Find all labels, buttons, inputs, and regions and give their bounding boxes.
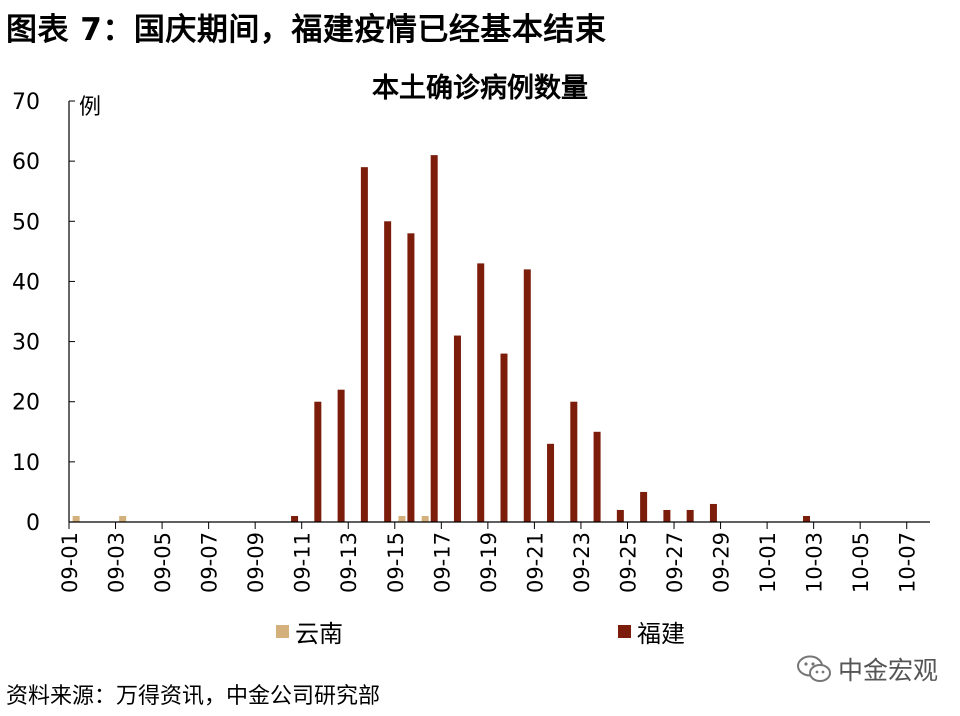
- legend-item-yunnan: 云南: [276, 616, 343, 648]
- bar-fujian-09-11: [314, 401, 322, 522]
- bar-fujian-09-21: [547, 443, 555, 522]
- bar-fujian-09-19: [500, 353, 508, 522]
- bar-fujian-09-27: [686, 509, 694, 522]
- x-tick-label: 10-01: [756, 532, 780, 593]
- bar-fujian-09-25: [640, 491, 648, 522]
- y-axis-unit-label: 例: [79, 95, 101, 120]
- bar-yunnan-09-15: [398, 515, 406, 522]
- bar-fujian-09-12: [337, 389, 345, 522]
- y-tick-label: 60: [12, 150, 40, 175]
- x-tick-label: 09-21: [523, 532, 547, 593]
- bar-yunnan-09-01: [72, 515, 80, 522]
- x-tick-label: 09-15: [384, 532, 408, 593]
- x-tick-label: 09-27: [663, 532, 687, 593]
- bar-fujian-09-16: [430, 155, 438, 522]
- legend-item-fujian: 福建: [618, 616, 685, 648]
- x-tick-label: 09-19: [477, 532, 501, 593]
- x-tick-label: 10-05: [849, 532, 873, 593]
- bar-fujian-09-20: [523, 269, 531, 522]
- bar-fujian-09-15: [407, 233, 415, 523]
- bar-fujian-09-26: [663, 509, 671, 522]
- bars-group: [72, 155, 811, 523]
- bar-fujian-09-10: [291, 515, 299, 522]
- bar-fujian-09-22: [570, 401, 578, 522]
- x-tick-label: 09-03: [105, 532, 129, 593]
- source-note: 资料来源：万得资讯，中金公司研究部: [6, 684, 381, 709]
- bar-fujian-09-14: [384, 221, 392, 523]
- x-tick-label: 09-09: [244, 532, 268, 593]
- watermark: 中金宏观: [796, 652, 938, 686]
- x-tick-label: 09-25: [616, 532, 640, 593]
- page-title: 图表 7：国庆期间，福建疫情已经基本结束: [6, 12, 607, 48]
- watermark-text: 中金宏观: [838, 656, 939, 685]
- bar-fujian-09-23: [593, 431, 601, 522]
- y-tick-label: 50: [12, 210, 40, 235]
- x-tick-label: 09-07: [198, 532, 222, 593]
- bar-yunnan-09-03: [119, 515, 127, 522]
- x-tick-label: 09-05: [151, 532, 175, 593]
- chart-title: 本土确诊病例数量: [372, 73, 588, 104]
- legend-swatch-fujian: [618, 624, 631, 638]
- x-tick-label: 09-29: [710, 532, 734, 593]
- y-tick-label: 0: [26, 511, 40, 536]
- x-tick-label: 09-23: [570, 532, 594, 593]
- x-tick-label: 09-11: [291, 532, 315, 593]
- x-tick-label: 10-03: [803, 532, 827, 593]
- y-tick-label: 10: [12, 451, 40, 476]
- bar-fujian-09-13: [360, 167, 368, 522]
- y-tick-label: 30: [12, 331, 40, 356]
- legend-swatch-yunnan: [276, 624, 289, 638]
- bar-fujian-09-24: [616, 509, 624, 522]
- labels-group: 0 10 20 30 40 50 60 70 例 09-01 09-03 09-05 09-07 09-0…: [12, 90, 920, 593]
- x-tick-label: 09-13: [337, 532, 361, 593]
- y-tick-label: 40: [12, 270, 40, 295]
- wechat-icon: [797, 655, 831, 682]
- x-tick-label: 10-07: [896, 532, 920, 593]
- axes-group: [68, 100, 930, 529]
- bar-yunnan-09-16: [421, 515, 429, 522]
- legend-label-fujian: 福建: [637, 619, 685, 648]
- legend-label-yunnan: 云南: [295, 619, 343, 648]
- x-tick-label: 09-01: [58, 532, 82, 593]
- bar-fujian-09-17: [453, 335, 461, 522]
- bar-fujian-09-28: [709, 503, 717, 522]
- y-tick-label: 70: [12, 90, 40, 115]
- bar-fujian-10-02: [803, 515, 811, 522]
- bar-fujian-09-18: [477, 263, 485, 522]
- y-tick-label: 20: [12, 391, 40, 416]
- x-tick-label: 09-17: [430, 532, 454, 593]
